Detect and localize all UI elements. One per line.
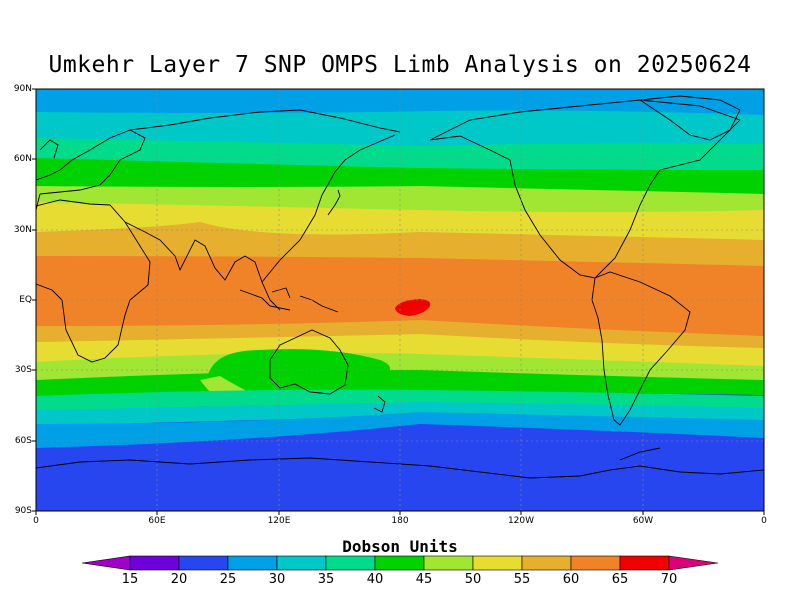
colorbar-label: 55 — [513, 572, 531, 587]
y-tick-label: 90S — [14, 506, 32, 516]
colorbar-label: 25 — [219, 572, 237, 587]
colorbar-segment — [276, 555, 327, 571]
colorbar-label: 35 — [317, 572, 335, 587]
colorbar-segment — [423, 555, 474, 571]
axis-ticks — [32, 88, 765, 515]
x-tick-label: 120E — [267, 516, 291, 526]
colorbar-label: 60 — [562, 572, 580, 587]
x-tick-label: 0 — [33, 516, 39, 526]
y-tick-label: 30N — [13, 225, 32, 235]
colorbar-segment — [521, 555, 572, 571]
colorbar-label: 45 — [415, 572, 433, 587]
x-tick-label: 180 — [391, 516, 409, 526]
graticule — [36, 89, 764, 511]
colorbar-segment — [619, 555, 670, 571]
colorbar-segment — [178, 555, 229, 571]
coastlines — [36, 95, 764, 479]
x-tick-label: 60E — [148, 516, 166, 526]
colorbar-segment — [472, 555, 523, 571]
y-tick-label: EQ — [19, 295, 32, 305]
y-tick-label: 90N — [13, 84, 32, 94]
colorbar-segment — [227, 555, 278, 571]
colorbar — [81, 555, 719, 571]
y-tick-label: 30S — [14, 365, 32, 375]
x-tick-label: 60W — [632, 516, 654, 526]
colorbar-segment — [668, 555, 719, 571]
colorbar-label: 50 — [464, 572, 482, 587]
colorbar-segment — [129, 555, 180, 571]
colorbar-label: 65 — [611, 572, 629, 587]
colorbar-segment — [374, 555, 425, 571]
map-title: Umkehr Layer 7 SNP OMPS Limb Analysis on… — [48, 52, 752, 78]
y-tick-label: 60S — [14, 436, 32, 446]
colorbar-label: 15 — [121, 572, 139, 587]
colorbar-label: 70 — [660, 572, 678, 587]
colorbar-label: 30 — [268, 572, 286, 587]
x-tick-label: 120W — [507, 516, 535, 526]
colorbar-segment — [325, 555, 376, 571]
colorbar-label: 20 — [170, 572, 188, 587]
colorbar-segment — [570, 555, 621, 571]
colorbar-segment — [81, 555, 131, 571]
colorbar-title: Dobson Units — [342, 537, 458, 556]
y-tick-label: 60N — [13, 154, 32, 164]
colorbar-label: 40 — [366, 572, 384, 587]
x-tick-label: 0 — [761, 516, 767, 526]
